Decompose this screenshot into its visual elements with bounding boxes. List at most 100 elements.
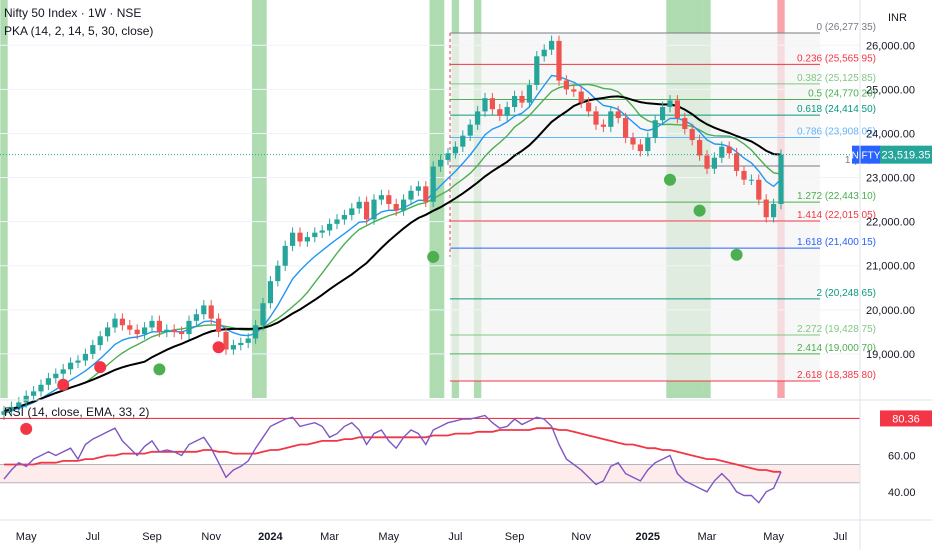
price-tick-label: 21,000.00 <box>866 261 915 273</box>
candle-body <box>415 186 421 191</box>
candle-body <box>149 320 155 328</box>
candle-body <box>186 320 192 335</box>
time-tick-label: May <box>378 531 399 543</box>
candle-body <box>600 124 606 127</box>
signal-marker <box>664 173 676 186</box>
candle-body <box>60 369 66 374</box>
candle-body <box>674 100 680 119</box>
rsi-band <box>0 464 860 483</box>
candle-body <box>364 201 370 220</box>
candle-body <box>371 199 377 220</box>
candle-body <box>637 144 643 152</box>
time-tick-label: Jul <box>86 531 100 543</box>
last-price-bg <box>880 145 932 164</box>
candle-body <box>578 91 584 103</box>
candle-body <box>341 215 347 220</box>
symbol-tag: NIFTY <box>852 151 881 162</box>
candle-body <box>156 320 162 332</box>
candle-body <box>304 237 310 242</box>
fib-label: 0.236 (25,565.95) <box>797 53 876 64</box>
ma-slow-line <box>3 95 782 413</box>
candle-body <box>534 56 540 85</box>
candle-body <box>327 223 333 231</box>
candle-body <box>334 219 340 224</box>
candle-body <box>260 303 266 326</box>
signal-marker <box>57 378 70 391</box>
rsi-signal-line <box>4 427 781 473</box>
time-tick-label: Sep <box>142 531 162 543</box>
fib-label: 2.618 (18,385.80) <box>797 370 876 381</box>
candle-body <box>267 281 273 304</box>
candle-body <box>734 153 740 171</box>
candle-body <box>53 373 59 379</box>
candle-body <box>90 345 96 354</box>
candle-body <box>512 95 518 107</box>
price-tick-label: 26,000.00 <box>866 40 915 52</box>
symbol-title: Nifty 50 Index · 1W · NSE <box>4 6 142 20</box>
rsi-tick-label: 60.00 <box>888 450 916 462</box>
green-highlight-band <box>0 0 8 398</box>
candle-body <box>689 129 695 141</box>
candle-body <box>238 342 244 346</box>
candle-body <box>526 84 532 103</box>
candle-body <box>452 146 458 154</box>
candle-body <box>105 327 111 337</box>
time-tick-label: Mar <box>698 531 717 543</box>
candle-body <box>408 190 414 200</box>
candle-body <box>541 49 547 57</box>
price-tick-label: 23,000.00 <box>866 173 915 185</box>
candle-body <box>460 135 466 147</box>
candle-body <box>771 204 777 218</box>
time-tick-label: Sep <box>505 531 525 543</box>
moving-averages <box>3 74 782 413</box>
time-tick-label: 2024 <box>258 531 283 543</box>
candle-body <box>386 195 392 204</box>
time-tick-label: Nov <box>571 531 591 543</box>
candle-body <box>423 186 429 202</box>
candle-body <box>75 360 81 363</box>
candle-body <box>282 245 288 266</box>
candle-body <box>393 204 399 211</box>
fib-label: 2.272 (19,428.75) <box>797 324 876 335</box>
candle-body <box>82 353 88 361</box>
candle-body <box>68 362 74 370</box>
time-tick-label: Jul <box>448 531 462 543</box>
rsi-value-label: 80.36 <box>892 413 920 425</box>
fib-label: 1.272 (22,443.10) <box>797 191 876 202</box>
signal-marker <box>20 422 33 435</box>
candle-body <box>778 154 784 204</box>
candle-body <box>201 305 207 315</box>
candle-body <box>630 137 636 145</box>
signal-marker <box>427 250 440 263</box>
signal-marker <box>94 361 107 374</box>
time-tick-label: 2025 <box>636 531 660 543</box>
candle-body <box>741 170 747 180</box>
signal-markers <box>20 173 743 435</box>
candle-body <box>245 338 251 343</box>
fibonacci-levels: 0 (26,277.35) 0.236 (25,565.95) 0.382 (25,… <box>449 22 877 382</box>
time-tick-label: Nov <box>201 531 221 543</box>
candle-body <box>756 179 762 200</box>
candle-body <box>1 411 7 415</box>
fib-label: 0.786 (23,908.05) <box>797 127 876 138</box>
candle-body <box>652 120 658 138</box>
candle-body <box>127 325 133 330</box>
candle-body <box>563 80 569 90</box>
candle-body <box>608 111 614 127</box>
candle-body <box>223 331 229 350</box>
candle-body <box>179 331 185 335</box>
ma-fast-line <box>3 74 782 412</box>
candle-body <box>216 318 222 332</box>
candle-body <box>726 146 732 154</box>
candle-body <box>475 111 481 125</box>
candle-body <box>8 406 14 412</box>
candle-body <box>134 329 140 335</box>
fib-label: 0 (26,277.35) <box>817 22 877 33</box>
signal-marker <box>212 341 225 354</box>
candle-body <box>430 166 436 202</box>
candle-body <box>719 146 725 158</box>
candle-body <box>16 402 22 407</box>
candle-body <box>312 232 318 238</box>
